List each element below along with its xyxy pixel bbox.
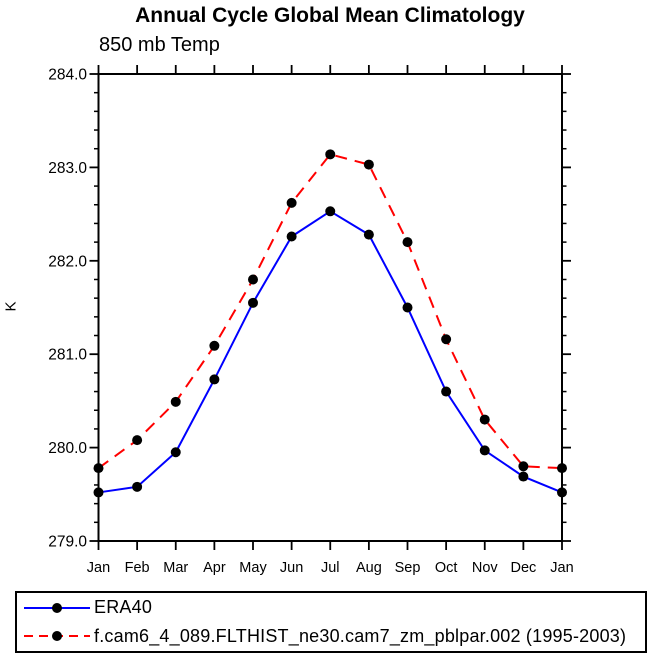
plot-area: Jan Feb Mar Apr May Jun Jul Aug Sep Oct Nov Dec Jan2… <box>48 65 574 576</box>
y-tick-label: 279.0 <box>48 534 87 551</box>
x-tick-label: Mar <box>163 560 188 576</box>
legend-item-era40: ERA40 <box>17 594 645 621</box>
x-tick-label: Apr <box>203 560 226 576</box>
data-point-marker <box>209 374 220 385</box>
data-point-marker <box>363 159 374 170</box>
y-tick-label: 283.0 <box>48 160 87 177</box>
data-point-marker <box>557 487 567 498</box>
data-point-marker <box>248 297 258 308</box>
series-line-model <box>97 153 563 470</box>
data-point-marker <box>248 274 258 285</box>
data-point-marker <box>170 447 181 458</box>
x-tick-label: Feb <box>125 560 150 576</box>
data-point-marker <box>402 237 413 248</box>
legend-label-model: f.cam6_4_089.FLTHIST_ne30.cam7_zm_pblpar… <box>94 625 627 646</box>
y-tick-label: 282.0 <box>48 253 87 270</box>
data-point-marker <box>209 340 220 351</box>
data-point-marker <box>479 445 490 456</box>
data-point-marker <box>170 396 181 407</box>
x-tick-label: Nov <box>472 560 499 576</box>
x-tick-label: Jun <box>280 560 303 576</box>
x-tick-label: May <box>239 560 267 576</box>
data-point-marker <box>286 231 297 242</box>
legend-marker-icon <box>52 602 62 613</box>
data-point-marker <box>93 463 104 474</box>
data-point-marker <box>402 302 413 313</box>
data-point-marker <box>363 229 374 240</box>
data-point-marker <box>441 334 452 345</box>
data-point-marker <box>325 206 336 217</box>
data-point-marker <box>441 386 452 397</box>
chart-subtitle: 850 mb Temp <box>99 34 220 56</box>
x-tick-label: Jan <box>87 560 110 576</box>
x-tick-label: Oct <box>435 560 458 576</box>
legend-box: ERA40 f.cam6_4_089.FLTHIST_ne30.cam7_zm_… <box>15 591 647 653</box>
data-point-marker <box>557 463 567 474</box>
data-point-marker <box>325 149 336 160</box>
legend-item-model: f.cam6_4_089.FLTHIST_ne30.cam7_zm_pblpar… <box>17 623 645 650</box>
x-tick-label: Sep <box>395 560 421 576</box>
y-tick-label: 284.0 <box>48 67 87 84</box>
data-point-marker <box>518 471 529 482</box>
y-tick-label: 280.0 <box>48 440 87 457</box>
legend-line-sample-solid <box>24 602 90 613</box>
y-tick-label: 281.0 <box>48 347 87 364</box>
series-line-era40 <box>98 210 563 494</box>
x-tick-label: Dec <box>510 560 536 576</box>
data-point-marker <box>479 414 490 425</box>
data-point-marker <box>132 435 143 446</box>
x-tick-label: Jul <box>321 560 340 576</box>
legend-marker-icon <box>52 631 62 642</box>
legend-label-era40: ERA40 <box>94 597 153 618</box>
x-tick-label: Jan <box>550 560 573 576</box>
data-point-marker <box>132 481 143 492</box>
data-point-marker <box>93 487 104 498</box>
x-tick-label: Aug <box>356 560 382 576</box>
chart-title: Annual Cycle Global Mean Climatology <box>135 4 525 27</box>
legend-line-sample-dashed <box>24 631 90 642</box>
data-point-marker <box>286 197 297 208</box>
data-point-marker <box>518 461 529 472</box>
axis-box <box>97 73 563 542</box>
